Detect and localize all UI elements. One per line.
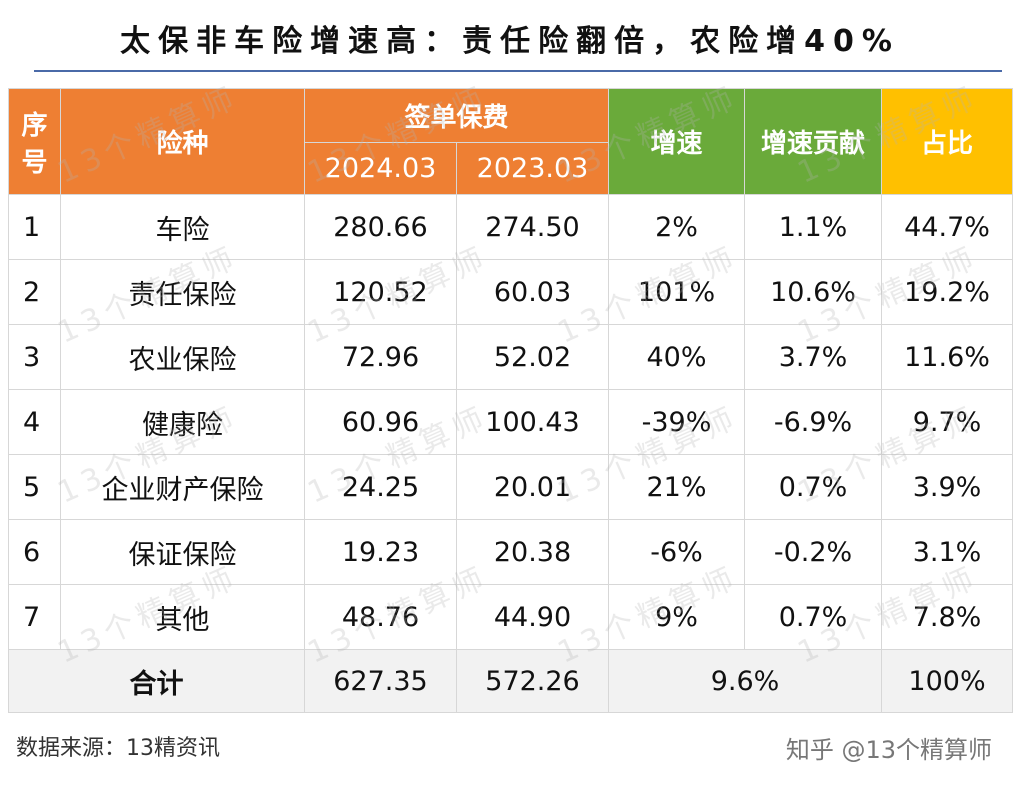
- cell-growth: -6%: [608, 519, 746, 585]
- total-prev: 572.26: [455, 649, 610, 713]
- cell-type: 其他: [60, 584, 305, 650]
- cell-current: 19.23: [304, 519, 457, 585]
- cell-share: 9.7%: [881, 389, 1014, 455]
- premium-table: 序号 险种 签单保费 增速 增速贡献 占比 2024.03 2023.03 1 …: [8, 88, 1014, 713]
- cell-growth: 101%: [608, 259, 746, 325]
- header-type: 险种: [60, 88, 305, 195]
- cell-share: 11.6%: [881, 324, 1014, 390]
- data-source-note: 数据来源：13精资讯: [16, 736, 220, 761]
- cell-growth: 21%: [608, 454, 746, 520]
- cell-idx: 1: [8, 194, 61, 260]
- cell-type: 车险: [60, 194, 305, 260]
- cell-growth: -39%: [608, 389, 746, 455]
- cell-share: 3.1%: [881, 519, 1014, 585]
- cell-contribution: 0.7%: [744, 454, 883, 520]
- author-credit: 知乎 @13个精算师: [785, 736, 992, 764]
- cell-growth: 9%: [608, 584, 746, 650]
- cell-contribution: -6.9%: [744, 389, 883, 455]
- cell-idx: 6: [8, 519, 61, 585]
- cell-prev: 20.01: [455, 454, 610, 520]
- cell-prev: 20.38: [455, 519, 610, 585]
- cell-idx: 5: [8, 454, 61, 520]
- table-row: 4 健康险 60.96 100.43 -39% -6.9% 9.7%: [8, 389, 1014, 455]
- page-title: 太保非车险增速高：责任险翻倍，农险增40%: [120, 24, 900, 59]
- table-row: 1 车险 280.66 274.50 2% 1.1% 44.7%: [8, 194, 1014, 260]
- cell-current: 120.52: [304, 259, 457, 325]
- cell-prev: 60.03: [455, 259, 610, 325]
- cell-type: 企业财产保险: [60, 454, 305, 520]
- table-row: 5 企业财产保险 24.25 20.01 21% 0.7% 3.9%: [8, 454, 1014, 520]
- header-growth: 增速: [608, 88, 746, 195]
- cell-prev: 100.43: [455, 389, 610, 455]
- cell-idx: 2: [8, 259, 61, 325]
- cell-share: 3.9%: [881, 454, 1014, 520]
- cell-idx: 3: [8, 324, 61, 390]
- cell-type: 保证保险: [60, 519, 305, 585]
- cell-current: 60.96: [304, 389, 457, 455]
- cell-type: 农业保险: [60, 324, 305, 390]
- cell-current: 280.66: [304, 194, 457, 260]
- table-row: 6 保证保险 19.23 20.38 -6% -0.2% 3.1%: [8, 519, 1014, 585]
- title-underline: [34, 70, 1002, 72]
- header-share: 占比: [881, 88, 1014, 195]
- cell-contribution: -0.2%: [744, 519, 883, 585]
- total-share: 100%: [881, 649, 1014, 713]
- header-premium: 签单保费: [303, 88, 610, 143]
- cell-share: 44.7%: [881, 194, 1014, 260]
- cell-current: 48.76: [304, 584, 457, 650]
- table-row: 2 责任保险 120.52 60.03 101% 10.6% 19.2%: [8, 259, 1014, 325]
- cell-idx: 7: [8, 584, 61, 650]
- cell-growth: 2%: [608, 194, 746, 260]
- cell-growth: 40%: [608, 324, 746, 390]
- cell-idx: 4: [8, 389, 61, 455]
- cell-contribution: 3.7%: [744, 324, 883, 390]
- table-row: 7 其他 48.76 44.90 9% 0.7% 7.8%: [8, 584, 1014, 650]
- cell-type: 健康险: [60, 389, 305, 455]
- header-contribution: 增速贡献: [744, 88, 883, 195]
- cell-current: 24.25: [304, 454, 457, 520]
- table-total-row: 合计 627.35 572.26 9.6% 100%: [8, 649, 1014, 713]
- cell-contribution: 0.7%: [744, 584, 883, 650]
- cell-current: 72.96: [304, 324, 457, 390]
- cell-contribution: 10.6%: [744, 259, 883, 325]
- cell-contribution: 1.1%: [744, 194, 883, 260]
- cell-share: 7.8%: [881, 584, 1014, 650]
- cell-type: 责任保险: [60, 259, 305, 325]
- header-idx: 序号: [8, 88, 61, 195]
- header-year-current: 2024.03: [304, 142, 457, 195]
- cell-prev: 274.50: [455, 194, 610, 260]
- cell-prev: 44.90: [455, 584, 610, 650]
- total-growth: 9.6%: [608, 649, 883, 713]
- cell-share: 19.2%: [881, 259, 1014, 325]
- total-label: 合计: [8, 649, 305, 713]
- header-year-prev: 2023.03: [455, 142, 610, 195]
- total-current: 627.35: [304, 649, 457, 713]
- table-row: 3 农业保险 72.96 52.02 40% 3.7% 11.6%: [8, 324, 1014, 390]
- cell-prev: 52.02: [455, 324, 610, 390]
